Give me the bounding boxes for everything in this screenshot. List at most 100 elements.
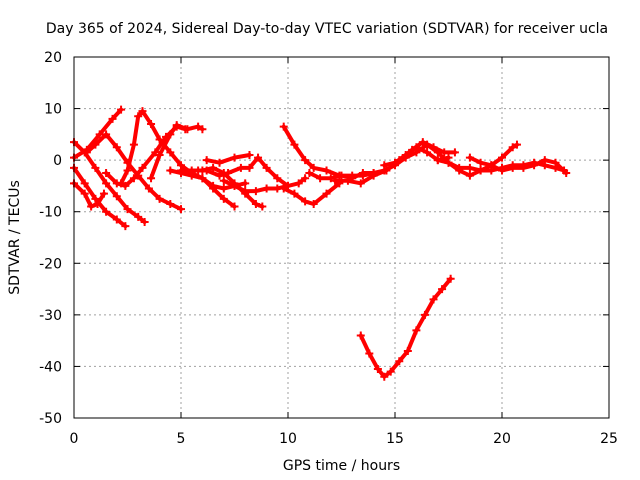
data-point: [236, 163, 245, 172]
data-track: [70, 163, 130, 231]
data-point: [251, 199, 260, 208]
data-track-line: [196, 155, 290, 188]
data-point: [166, 166, 175, 175]
data-point: [450, 148, 459, 157]
data-point: [91, 140, 100, 149]
data-point: [166, 130, 175, 139]
chart-title: Day 365 of 2024, Sidereal Day-to-day VTE…: [46, 21, 608, 37]
data-point: [102, 169, 111, 178]
data-track: [279, 179, 344, 208]
data-point: [401, 150, 410, 159]
data-point: [241, 179, 250, 188]
data-point: [91, 194, 100, 203]
data-track: [219, 174, 310, 196]
data-point: [166, 148, 175, 157]
data-point: [380, 161, 389, 170]
data-track: [102, 122, 190, 190]
data-point: [245, 163, 254, 172]
data-point: [215, 171, 224, 180]
plot-frame: [73, 56, 610, 419]
data-point: [99, 189, 108, 198]
data-point: [279, 184, 288, 193]
data-point: [498, 166, 506, 175]
data-point: [262, 184, 271, 193]
data-point: [301, 174, 310, 183]
x-tick-label: 5: [177, 431, 186, 447]
data-point: [140, 218, 149, 227]
data-point: [358, 169, 367, 178]
x-tick-label: 20: [493, 431, 511, 447]
data-point: [209, 163, 218, 172]
data-track-line: [84, 132, 183, 212]
data-track-line: [204, 153, 252, 165]
data-point: [251, 187, 260, 196]
data-point: [429, 295, 438, 304]
data-point: [551, 158, 560, 167]
data-point: [476, 166, 485, 175]
data-point: [279, 122, 288, 131]
data-point: [144, 184, 153, 193]
data-point: [294, 179, 303, 188]
data-point: [258, 202, 267, 211]
data-point: [112, 215, 121, 224]
data-point: [365, 349, 374, 358]
data-point: [420, 310, 429, 319]
data-point: [530, 161, 539, 170]
data-point: [155, 135, 164, 144]
data-point: [322, 189, 331, 198]
data-point: [444, 158, 453, 167]
data-point: [230, 181, 239, 190]
data-point: [446, 274, 455, 283]
data-point: [412, 143, 421, 152]
data-point: [326, 174, 335, 183]
data-point: [102, 130, 111, 139]
data-track: [202, 150, 254, 167]
x-tick-label: 25: [600, 431, 618, 447]
data-point: [219, 184, 228, 193]
data-track: [356, 274, 455, 381]
data-point: [172, 121, 181, 130]
data-point: [102, 179, 111, 188]
data-point: [87, 202, 96, 211]
data-point: [134, 212, 143, 221]
data-point: [102, 207, 111, 216]
y-tick-label: 20: [44, 50, 62, 66]
data-point: [508, 143, 517, 152]
data-point: [429, 143, 438, 152]
data-point: [121, 181, 130, 190]
data-point: [138, 107, 147, 116]
data-point: [215, 158, 224, 167]
data-point: [194, 122, 203, 131]
data-point: [465, 163, 474, 172]
data-point: [198, 125, 207, 134]
data-point: [412, 326, 421, 335]
data-point: [380, 372, 389, 381]
data-track-line: [281, 124, 376, 178]
data-point: [395, 357, 404, 366]
data-track-line: [358, 276, 453, 379]
plot-area: [70, 105, 571, 381]
data-point: [194, 166, 203, 175]
data-point: [465, 171, 474, 180]
data-point: [151, 148, 160, 157]
data-point: [147, 174, 156, 183]
data-track: [147, 121, 207, 183]
data-point: [476, 158, 485, 167]
data-point: [123, 205, 132, 214]
y-tick-label: -30: [39, 308, 62, 324]
data-point: [465, 153, 474, 162]
axis-ticks: 0 5 10 15 20 25 -50 -40 -30 -20 -10 0 10 20: [39, 50, 618, 447]
data-point: [305, 169, 314, 178]
x-tick-label: 0: [70, 431, 79, 447]
data-point: [219, 194, 228, 203]
data-point: [254, 153, 263, 162]
data-point: [202, 166, 211, 175]
data-point: [540, 156, 549, 165]
x-axis-title: GPS time / hours: [283, 458, 400, 474]
data-point: [438, 285, 447, 294]
x-tick-label: 10: [279, 431, 297, 447]
data-point: [356, 179, 365, 188]
data-point: [391, 158, 399, 167]
data-track: [70, 105, 126, 162]
data-point: [290, 140, 299, 149]
